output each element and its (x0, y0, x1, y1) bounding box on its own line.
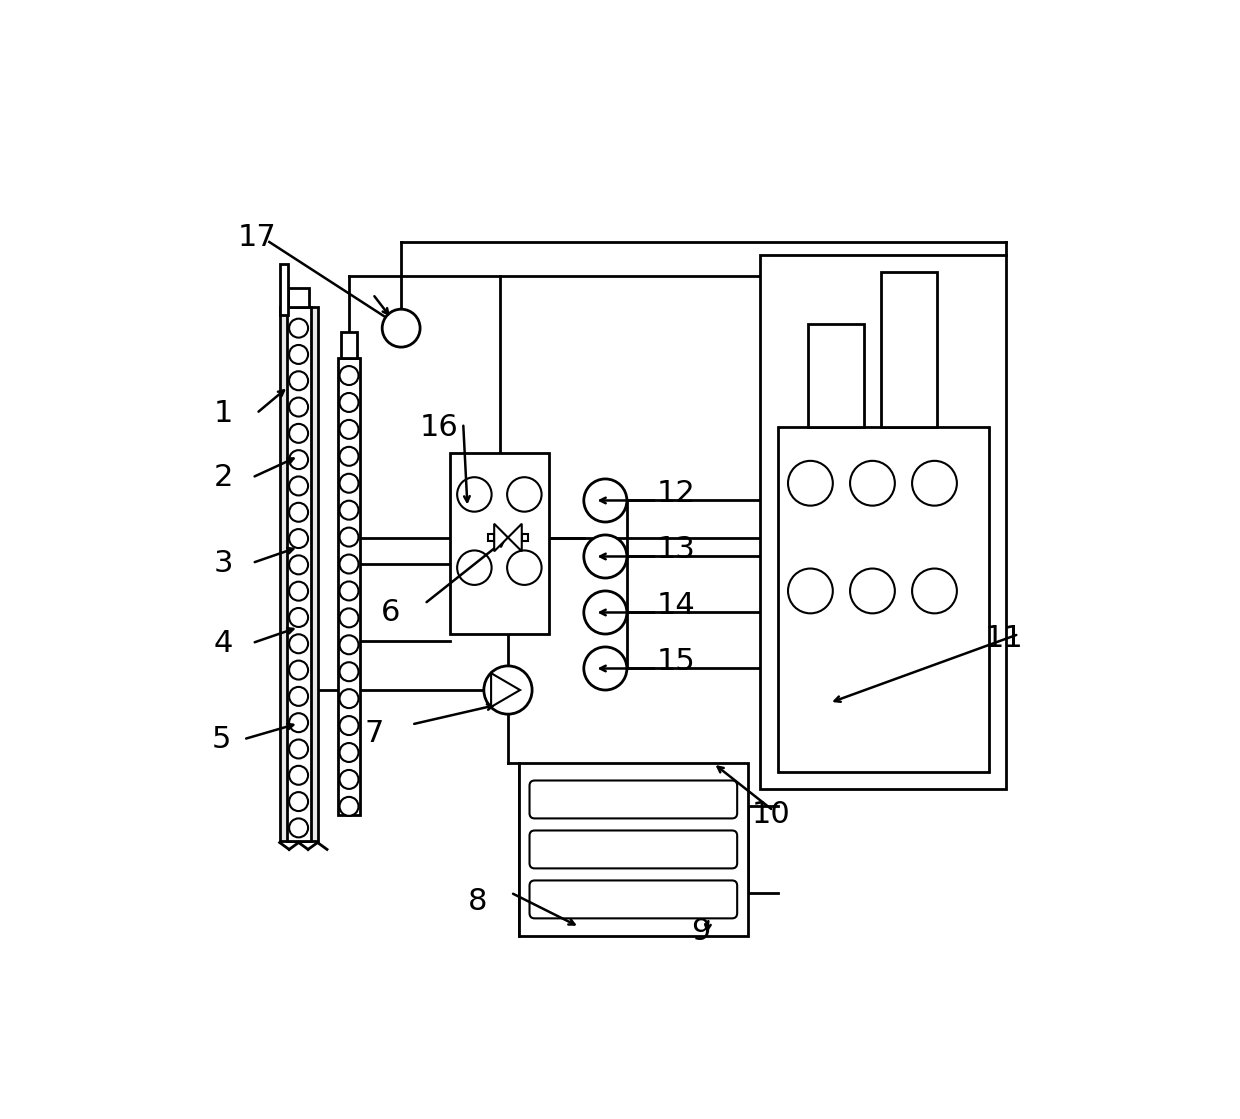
Circle shape (484, 666, 532, 714)
Circle shape (913, 568, 957, 613)
Circle shape (507, 551, 542, 585)
Polygon shape (491, 674, 520, 707)
Circle shape (340, 446, 358, 466)
Text: 8: 8 (467, 886, 487, 915)
Circle shape (340, 420, 358, 439)
Circle shape (340, 797, 358, 816)
Circle shape (289, 582, 308, 601)
Bar (522, 534, 528, 540)
Circle shape (340, 770, 358, 789)
Circle shape (913, 461, 957, 506)
Circle shape (289, 319, 308, 338)
Polygon shape (495, 524, 508, 552)
Circle shape (289, 424, 308, 443)
Circle shape (584, 479, 627, 521)
Circle shape (382, 309, 420, 347)
Circle shape (787, 568, 833, 613)
Text: 4: 4 (213, 629, 233, 658)
Circle shape (458, 551, 491, 585)
Circle shape (340, 366, 358, 385)
Text: 6: 6 (382, 598, 401, 627)
Bar (882, 272, 937, 427)
Circle shape (340, 743, 358, 762)
Circle shape (340, 582, 358, 601)
Circle shape (340, 393, 358, 412)
Circle shape (340, 609, 358, 628)
Circle shape (851, 461, 895, 506)
Circle shape (289, 608, 308, 627)
Bar (520, 763, 748, 935)
Circle shape (851, 568, 895, 613)
Circle shape (289, 818, 308, 837)
Circle shape (340, 716, 358, 735)
Text: 15: 15 (657, 647, 696, 676)
Circle shape (289, 477, 308, 496)
Text: 10: 10 (751, 800, 791, 829)
Circle shape (289, 713, 308, 732)
Text: 17: 17 (237, 223, 277, 252)
Text: 7: 7 (365, 718, 383, 747)
Bar (341, 332, 357, 358)
Circle shape (340, 689, 358, 708)
Text: 14: 14 (657, 591, 696, 620)
Circle shape (289, 740, 308, 759)
Text: 11: 11 (985, 623, 1023, 652)
Circle shape (584, 647, 627, 690)
Circle shape (340, 500, 358, 519)
Circle shape (289, 687, 308, 706)
Text: 13: 13 (657, 535, 696, 564)
Bar (286, 307, 311, 840)
Circle shape (289, 792, 308, 811)
Polygon shape (508, 524, 522, 552)
Text: 9: 9 (692, 916, 711, 946)
Bar (489, 534, 495, 540)
Circle shape (289, 634, 308, 653)
Bar (807, 323, 864, 427)
Circle shape (584, 591, 627, 634)
Bar (450, 453, 549, 634)
Circle shape (340, 636, 358, 655)
Bar (280, 307, 317, 840)
Bar (760, 255, 1006, 789)
Circle shape (289, 529, 308, 548)
Circle shape (289, 397, 308, 416)
FancyBboxPatch shape (529, 830, 737, 868)
Circle shape (340, 662, 358, 681)
Circle shape (289, 345, 308, 364)
Circle shape (340, 555, 358, 574)
Text: 12: 12 (657, 479, 696, 508)
Circle shape (507, 477, 542, 511)
Text: 2: 2 (213, 463, 233, 492)
Bar (339, 358, 360, 815)
Circle shape (289, 660, 308, 679)
Text: 3: 3 (213, 548, 233, 577)
Circle shape (289, 502, 308, 521)
FancyBboxPatch shape (529, 781, 737, 818)
Circle shape (289, 765, 308, 784)
Circle shape (289, 450, 308, 469)
Text: 16: 16 (420, 413, 459, 442)
Circle shape (458, 477, 491, 511)
Circle shape (340, 473, 358, 492)
FancyBboxPatch shape (529, 881, 737, 919)
Bar (280, 263, 288, 316)
Text: 5: 5 (212, 725, 231, 754)
Circle shape (340, 528, 358, 546)
Bar (288, 288, 309, 307)
Circle shape (787, 461, 833, 506)
Bar (777, 427, 988, 772)
Circle shape (584, 535, 627, 579)
Circle shape (289, 555, 308, 574)
Circle shape (289, 372, 308, 391)
Text: 1: 1 (213, 399, 233, 427)
